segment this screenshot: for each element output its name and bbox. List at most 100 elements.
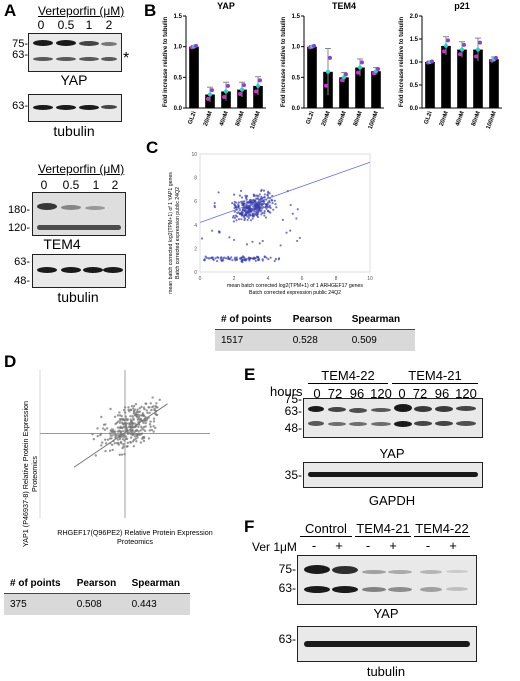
data-point [120,453,124,456]
data-point [152,425,155,428]
data-point [247,208,251,212]
lane-label: 0 [313,386,321,401]
data-point [268,201,271,204]
data-point [460,47,464,52]
bar [425,62,435,108]
bar [489,59,499,108]
x-tick-label: 40nM [337,111,348,127]
data-point [127,410,131,413]
data-point [118,437,122,441]
data-point [233,193,236,196]
data-point [237,218,241,221]
y-tick-label: 0.5 [174,75,183,81]
data-point [143,429,147,433]
y-tick-label: 4 [194,223,197,229]
data-point [108,449,112,452]
data-point [142,439,146,443]
data-point [133,432,136,436]
data-point [442,49,446,54]
data-point [150,408,153,412]
data-point [204,255,207,258]
data-point [152,430,155,433]
data-point [133,435,137,438]
bar [189,46,199,108]
data-point [476,47,480,52]
data-point [153,407,156,411]
data-point [298,236,301,240]
data-point [99,434,102,437]
data-point [108,437,112,440]
data-point [146,411,149,415]
panel-c-scatter: 0 2 4 6 8 10 0 2 4 6 8 10 mean batch corrected log2(… [168,152,373,296]
data-point [269,256,272,259]
data-point [259,197,262,201]
mw-marker: 35- [284,468,302,482]
data-point [149,420,152,423]
data-point [210,256,213,259]
data-point [233,238,236,242]
data-point [105,427,109,430]
data-point [255,210,258,214]
data-point [255,205,258,208]
data-point [255,197,258,200]
data-point [210,88,214,93]
data-point [125,445,129,448]
data-point [261,207,264,210]
data-point [135,429,138,433]
data-point [212,258,215,261]
data-point [245,209,248,212]
data-point [216,260,219,263]
stats-value-points: 375 [4,593,71,615]
chart-title: p21 [454,1,470,11]
data-point [217,191,220,194]
data-point [116,438,120,441]
data-point [155,402,158,405]
panel-label-c: C [146,138,159,157]
data-point [274,203,277,206]
lane-label: 0.5 [57,18,75,32]
y-tick-label: 1.0 [292,45,301,51]
data-point [264,216,268,219]
data-point [229,258,232,261]
y-axis-label-2: Batch corrected expression public 24Q2 [175,187,181,279]
data-point [103,428,107,432]
x-tick-label: 20nM [439,111,450,127]
data-point [224,89,228,94]
data-point [213,206,216,209]
x-tick-label: 100nM [250,111,262,131]
data-point [225,257,228,260]
y-axis-label: Fold increase relative to tubulin [399,16,405,107]
stats-header: # of points [215,310,287,330]
hours-label: hours [270,384,303,399]
data-point [109,434,112,437]
mw-marker: 48- [14,275,30,287]
data-point [376,66,380,71]
data-point [124,435,128,438]
data-point [258,78,262,83]
data-point [127,406,130,409]
data-point [131,440,135,443]
data-point [272,208,275,211]
data-point [96,427,99,430]
data-point [138,406,142,410]
data-point [263,193,266,196]
data-point [246,215,249,218]
data-point [462,42,466,47]
mw-marker: 75- [12,38,28,50]
data-point [265,256,268,259]
data-point [263,196,266,199]
data-point [478,40,482,45]
data-point [155,406,158,409]
y-axis-label: YAP1 (P46937-8) Relative Protein Express… [21,401,30,547]
data-point [254,257,257,260]
panel-label-f: F [244,517,255,536]
data-point [222,94,226,99]
yap-label: YAP [60,72,88,88]
data-point [137,429,140,433]
mw-marker: 75- [284,392,302,406]
data-point [129,441,132,444]
y-tick-label: 1.0 [174,45,183,51]
data-point [251,213,255,217]
data-point [132,404,136,408]
stats-header: # of points [4,574,71,594]
